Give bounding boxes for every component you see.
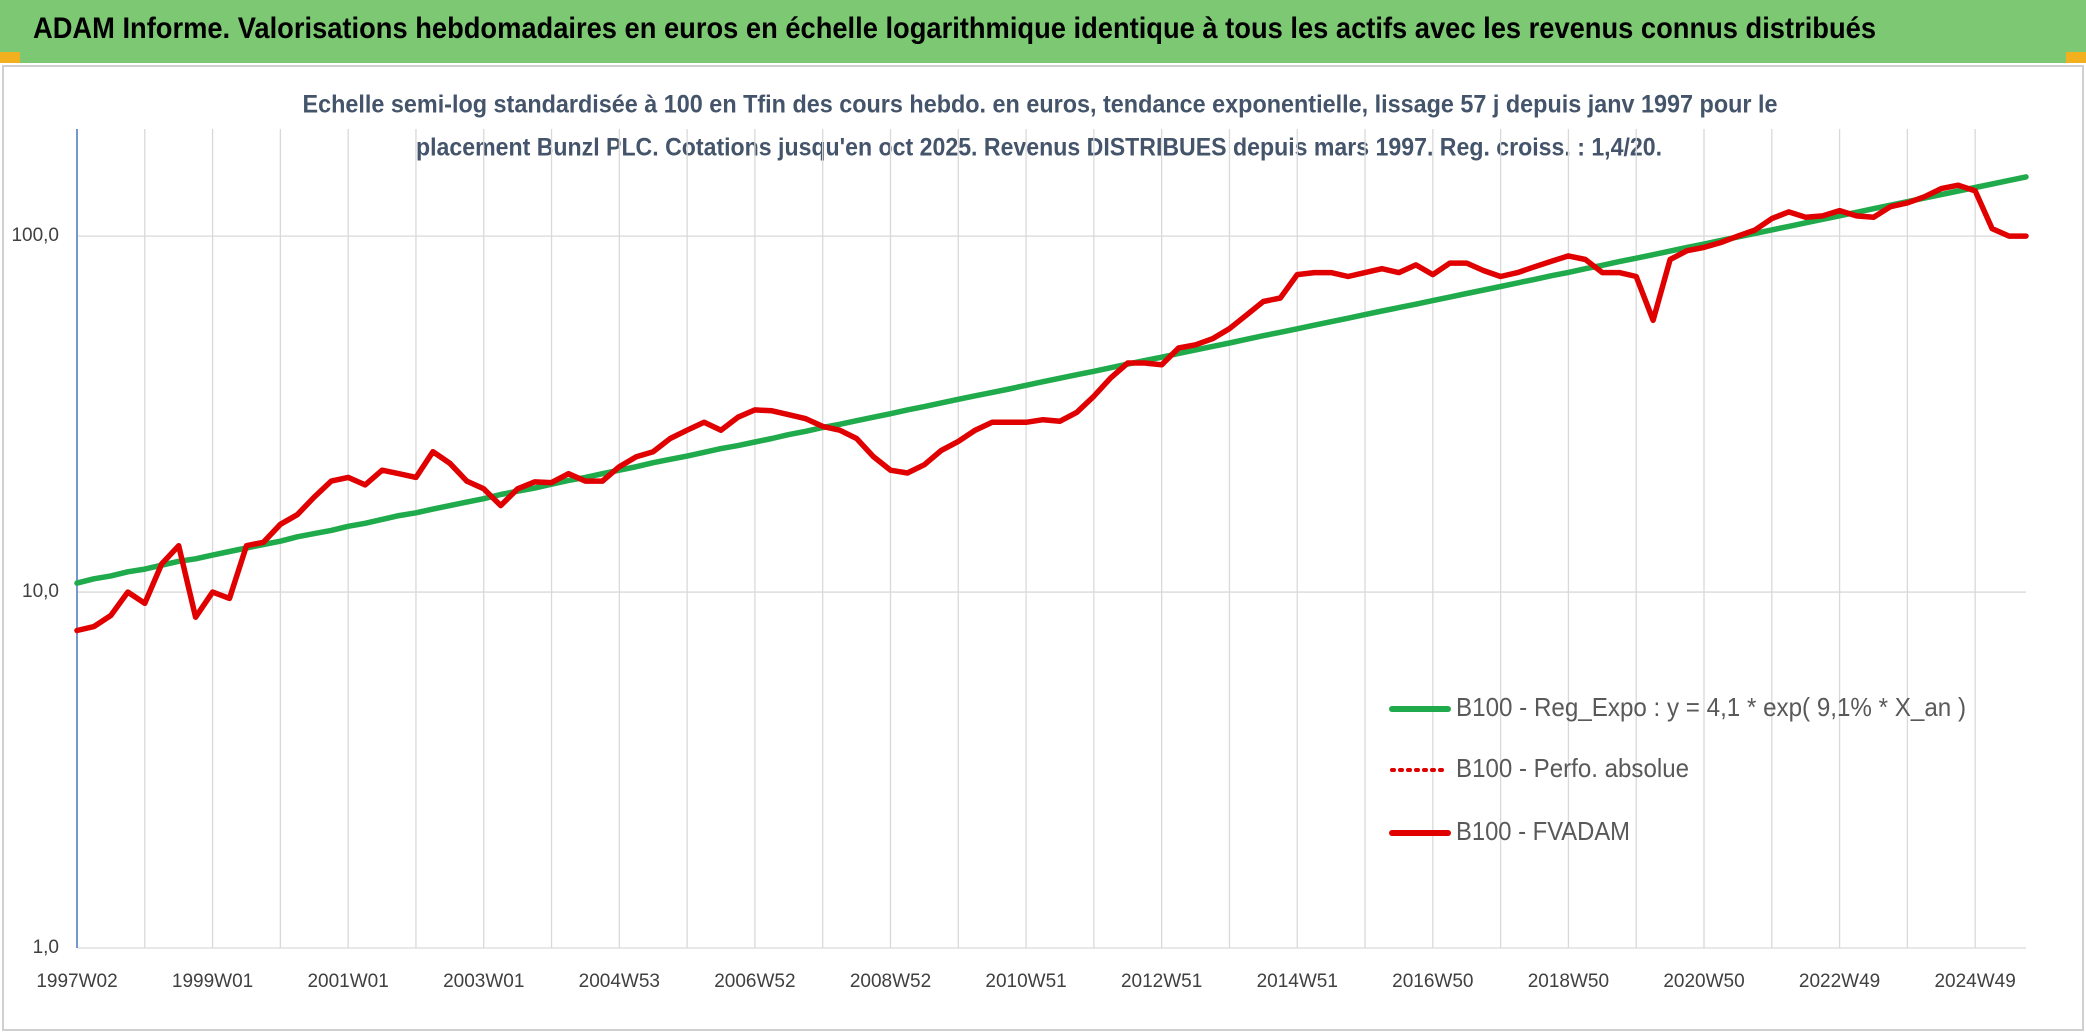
x-tick-label: 2006W52 bbox=[714, 971, 795, 992]
corner-mark bbox=[2066, 52, 2086, 63]
legend-label: B100 - Reg_Expo : y = 4,1 * exp( 9,1% * … bbox=[1456, 692, 1966, 722]
x-tick-label: 2018W50 bbox=[1528, 971, 1609, 992]
x-tick-label: 2001W01 bbox=[307, 971, 388, 992]
x-tick-label: 2014W51 bbox=[1257, 971, 1338, 992]
x-tick-label: 2008W52 bbox=[850, 971, 931, 992]
legend-label: B100 - FVADAM bbox=[1456, 816, 1630, 846]
x-tick-label: 2012W51 bbox=[1121, 971, 1202, 992]
x-tick-label: 2004W53 bbox=[579, 971, 660, 992]
y-tick-label: 100,0 bbox=[11, 225, 59, 246]
x-tick-label: 1997W02 bbox=[36, 971, 117, 992]
x-tick-label: 2016W50 bbox=[1392, 971, 1473, 992]
x-tick-label: 2003W01 bbox=[443, 971, 524, 992]
x-tick-label: 2022W49 bbox=[1799, 971, 1880, 992]
corner-mark bbox=[0, 52, 20, 63]
plot-area: 1997W02 1999W01 2001W01 2003W01 2004W53 2006W… bbox=[11, 129, 2029, 992]
banner bbox=[0, 0, 2086, 63]
y-tick-label: 1,0 bbox=[33, 937, 59, 958]
chart-title: ADAM Informe. Valorisations hebdomadaire… bbox=[33, 12, 1876, 45]
series-line bbox=[74, 182, 2029, 634]
x-tick-label: 2010W51 bbox=[985, 971, 1066, 992]
subtitle: Echelle semi-log standardisée à 100 en T… bbox=[303, 91, 1778, 119]
x-tick-label: 2024W49 bbox=[1934, 971, 2015, 992]
legend-label: B100 - Perfo. absolue bbox=[1456, 753, 1689, 783]
x-tick-label: 2020W50 bbox=[1663, 971, 1744, 992]
x-tick-label: 1999W01 bbox=[172, 971, 253, 992]
subtitle: placement Bunzl PLC. Cotations jusqu'en … bbox=[416, 134, 1662, 162]
y-tick-label: 10,0 bbox=[22, 581, 59, 602]
chart-frame bbox=[2, 65, 2084, 1031]
series-line bbox=[74, 174, 2029, 586]
